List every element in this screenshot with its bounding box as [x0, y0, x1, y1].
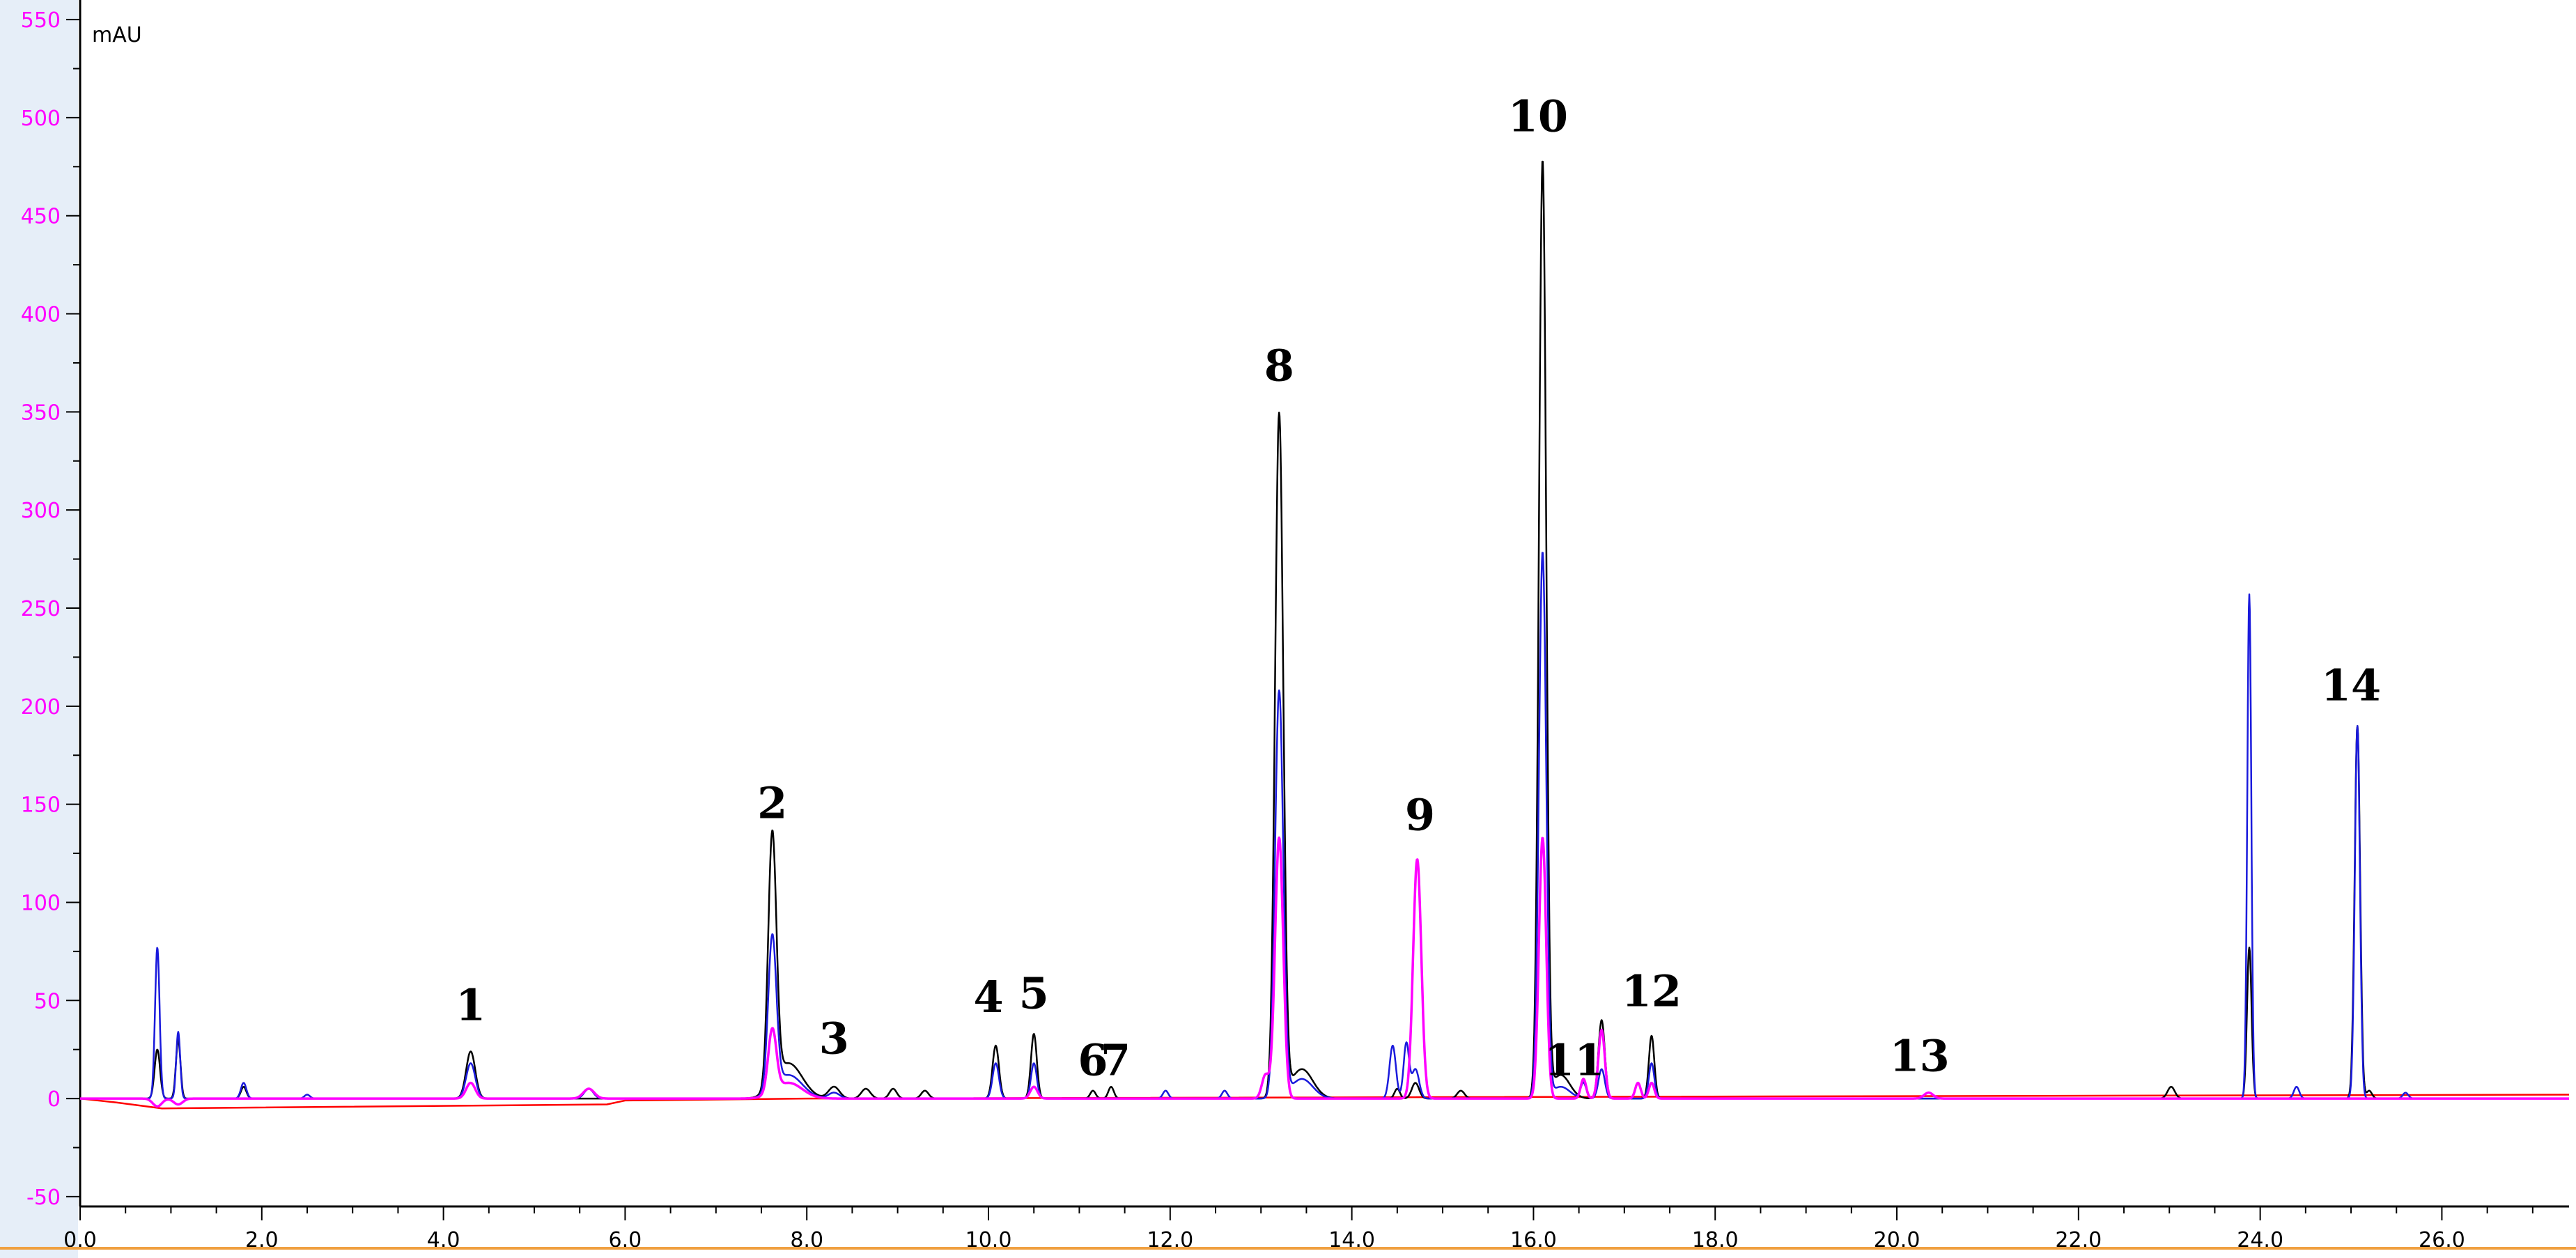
peak-label: 6 [1078, 1034, 1108, 1085]
y-axis: -50 0 50 100 150 200 250 300 350 400 450 500 550 [21, 0, 82, 1210]
series-line-magenta [79, 836, 2570, 1108]
y-tick-label: 50 [34, 989, 61, 1014]
y-tick-label: 550 [21, 8, 61, 33]
y-axis-band [0, 0, 78, 1258]
x-axis: 0.0 2.0 4.0 6.0 8.0 10.0 12.0 14.0 16.0 18.0 20.0 2… [0, 1205, 2576, 1252]
peak-label: 9 [1405, 789, 1435, 840]
peak-label: 4 [973, 972, 1003, 1023]
y-tick-label: 300 [21, 499, 61, 523]
y-tick-label: 100 [21, 891, 61, 915]
y-tick-label: 500 [21, 107, 61, 131]
peak-label: 11 [1544, 1034, 1604, 1085]
peak-label: 5 [1019, 968, 1049, 1019]
y-axis-unit-label: mAU [92, 23, 142, 47]
peak-label: 1 [456, 979, 486, 1030]
plot-lines [79, 160, 2570, 1110]
peak-label: 10 [1508, 91, 1568, 142]
y-tick-label: -50 [26, 1186, 61, 1210]
y-tick-label: 0 [47, 1087, 61, 1112]
y-tick-label: 350 [21, 401, 61, 425]
series-line-red [79, 1094, 2570, 1110]
peak-label: 12 [1622, 966, 1682, 1017]
peak-label: 13 [1889, 1031, 1949, 1082]
y-tick-label: 150 [21, 793, 61, 818]
y-tick-label: 450 [21, 205, 61, 229]
y-tick-label: 400 [21, 303, 61, 327]
peak-label: 7 [1101, 1034, 1131, 1085]
peak-label: 2 [757, 777, 787, 828]
y-tick-label: 200 [21, 695, 61, 720]
y-tick-label: 250 [21, 597, 61, 621]
peak-label: 3 [819, 1013, 849, 1064]
peak-label: 14 [2321, 660, 2381, 710]
peak-label: 8 [1264, 340, 1294, 391]
